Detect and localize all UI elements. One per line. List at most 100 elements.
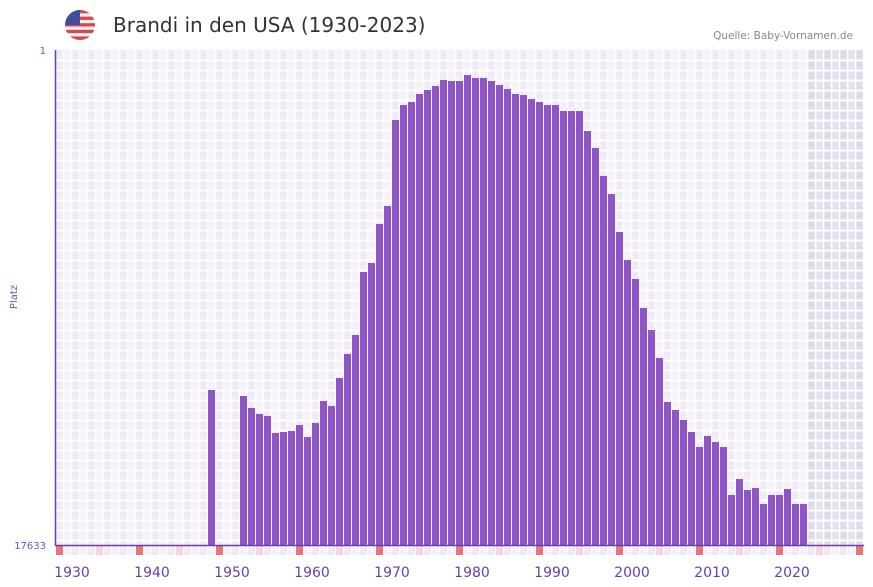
grid-column <box>160 50 168 545</box>
year-marker <box>240 546 247 555</box>
bar-1989 <box>544 104 551 545</box>
year-marker <box>688 546 695 555</box>
grid-column <box>680 50 688 545</box>
grid-column <box>280 50 288 545</box>
bar-1951 <box>240 395 247 545</box>
bar-2014 <box>744 490 751 545</box>
bar-1991 <box>560 111 567 546</box>
x-tick-label: 2020 <box>774 565 810 581</box>
bar-1981 <box>480 77 487 545</box>
year-marker <box>256 546 263 555</box>
year-marker <box>608 546 615 555</box>
year-marker <box>784 546 791 555</box>
year-marker <box>696 546 703 555</box>
grid-column <box>752 50 760 545</box>
grid-column <box>792 50 800 545</box>
x-tick-label: 1990 <box>534 565 570 581</box>
grid-column <box>320 50 328 545</box>
bar-1976 <box>440 79 447 546</box>
grid-column <box>720 50 728 545</box>
year-marker <box>512 546 519 555</box>
year-marker <box>456 546 463 555</box>
year-marker <box>832 546 839 555</box>
year-marker <box>472 546 479 555</box>
year-marker <box>376 546 383 555</box>
grid-column <box>664 50 672 545</box>
grid-column <box>152 50 160 545</box>
bar-1983 <box>496 85 503 545</box>
x-tick-label: 1960 <box>294 565 330 581</box>
grid-column <box>56 50 64 545</box>
year-marker <box>72 546 79 555</box>
grid-column <box>760 50 768 545</box>
bar-1968 <box>376 223 383 545</box>
year-marker <box>408 546 415 555</box>
year-marker <box>792 546 799 555</box>
grid-column <box>104 50 112 545</box>
year-marker <box>248 546 255 555</box>
grid-column <box>832 50 840 545</box>
bar-1992 <box>568 111 575 546</box>
year-marker <box>488 546 495 555</box>
year-marker <box>312 546 319 555</box>
year-marker <box>840 546 847 555</box>
year-marker <box>712 546 719 555</box>
grid-column <box>224 50 232 545</box>
bar-2013 <box>736 478 743 545</box>
year-marker <box>288 546 295 555</box>
year-marker <box>448 546 455 555</box>
bar-1972 <box>408 101 415 545</box>
x-tick-label: 1940 <box>134 565 170 581</box>
grid-column <box>264 50 272 545</box>
bar-1975 <box>432 85 439 545</box>
bar-1974 <box>424 90 431 546</box>
grid-column <box>640 50 648 545</box>
bar-1984 <box>504 88 511 546</box>
year-marker <box>704 546 711 555</box>
bar-1964 <box>344 353 351 545</box>
year-marker <box>112 546 119 555</box>
bar-1966 <box>360 271 367 545</box>
year-marker <box>824 546 831 555</box>
x-tick-label: 2000 <box>614 565 650 581</box>
year-marker <box>528 546 535 555</box>
year-marker <box>104 546 111 555</box>
year-marker <box>64 546 71 555</box>
year-marker <box>632 546 639 555</box>
year-marker <box>336 546 343 555</box>
grid-column <box>328 50 336 545</box>
grid-column <box>96 50 104 545</box>
x-ticks: 1930 1940 1950 1960 1970 1980 1990 2000 2010 2020 <box>54 565 810 581</box>
bar-2006 <box>680 419 687 545</box>
year-marker <box>856 546 863 555</box>
bars <box>208 74 807 546</box>
year-marker <box>544 546 551 555</box>
bar-1960 <box>312 422 319 545</box>
us-flag-icon <box>65 10 95 40</box>
bar-1973 <box>416 93 423 546</box>
grid-column <box>200 50 208 545</box>
year-marker <box>728 546 735 555</box>
bar-1994 <box>584 130 591 546</box>
bar-1978 <box>456 80 463 545</box>
grid-column <box>136 50 144 545</box>
grid-column <box>192 50 200 545</box>
bar-1990 <box>552 104 559 545</box>
year-marker <box>504 546 511 555</box>
grid-column <box>344 50 352 545</box>
year-marker <box>128 546 135 555</box>
x-tick-label: 2010 <box>694 565 730 581</box>
year-marker <box>536 546 543 555</box>
y-axis-label: Platz <box>9 285 20 309</box>
year-marker <box>152 546 159 555</box>
grid-column <box>272 50 280 545</box>
year-marker <box>720 546 727 555</box>
source-credit: Quelle: Baby-Vornamen.de <box>713 30 853 42</box>
year-marker <box>176 546 183 555</box>
bar-1962 <box>328 405 335 545</box>
bar-2008 <box>696 446 703 545</box>
bar-1963 <box>336 377 343 545</box>
year-marker <box>280 546 287 555</box>
year-marker <box>640 546 647 555</box>
bar-1986 <box>520 95 527 545</box>
